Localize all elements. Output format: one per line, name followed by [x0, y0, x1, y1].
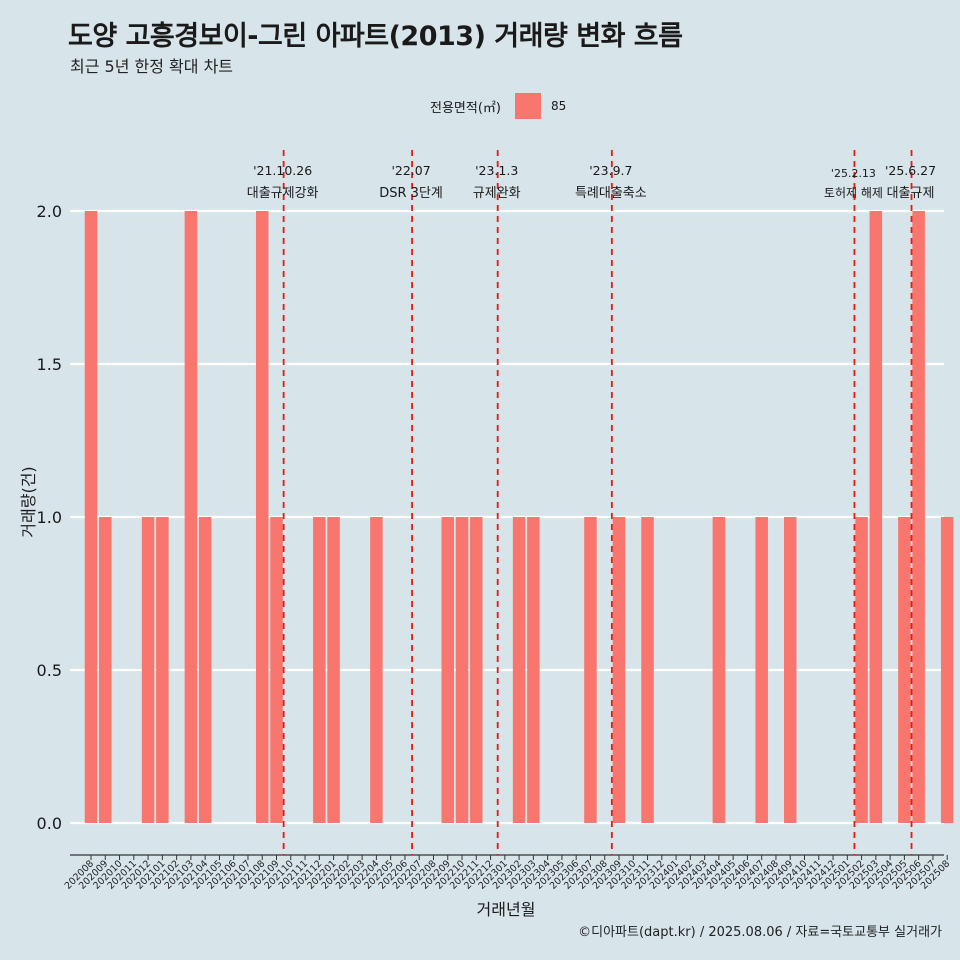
bar	[712, 517, 726, 823]
y-tick-label: 1.0	[37, 508, 62, 527]
event-text-label: 대출규제	[887, 186, 935, 201]
bar	[584, 517, 597, 823]
legend-title: 전용면적(㎡)	[430, 100, 501, 116]
y-tick-label: 0.5	[37, 661, 62, 680]
bar	[898, 517, 911, 823]
y-tick-label: 0.0	[37, 814, 62, 833]
bar	[641, 517, 654, 823]
y-axis-title: 거래량(건)	[19, 466, 38, 537]
y-tick-label: 2.0	[37, 202, 62, 221]
source-caption: ©디아파트(dapt.kr) / 2025.08.06 / 자료=국토교통부 실…	[578, 925, 942, 940]
bar	[940, 517, 954, 823]
bar	[313, 517, 326, 823]
bar	[855, 517, 868, 823]
bar	[198, 517, 212, 823]
bar	[869, 211, 883, 823]
bar	[84, 211, 98, 823]
bar	[327, 517, 340, 823]
event-text-label: 토허제 해제	[824, 186, 883, 200]
legend: 전용면적(㎡) 85	[430, 93, 566, 119]
legend-swatch	[514, 93, 541, 119]
bar	[441, 517, 454, 823]
bar	[527, 517, 540, 823]
bar	[912, 211, 925, 823]
bar	[470, 517, 483, 823]
event-text-label: DSR 3단계	[379, 186, 443, 201]
event-date-label: '25.6.27	[885, 163, 936, 178]
bar	[255, 211, 269, 823]
chart-subtitle: 최근 5년 한정 확대 차트	[70, 57, 234, 76]
bar	[755, 517, 768, 823]
event-date-label: '21.10.26	[253, 163, 312, 178]
legend-label: 85	[550, 99, 567, 113]
bar	[783, 517, 797, 823]
event-text-label: 대출규제강화	[247, 186, 319, 201]
bar	[612, 517, 626, 823]
bar	[156, 517, 169, 823]
bar	[99, 517, 112, 823]
bar	[270, 517, 283, 823]
chart-title: 도양 고흥경보이-그린 아파트(2013) 거래량 변화 흐름	[68, 21, 683, 52]
bar	[141, 517, 155, 823]
x-axis-title: 거래년월	[477, 900, 536, 919]
bar	[184, 211, 198, 823]
event-text-label: 규제완화	[473, 186, 521, 201]
event-date-label: '23.1.3	[475, 163, 518, 178]
y-tick-label: 1.5	[37, 355, 62, 374]
bar	[370, 517, 383, 823]
event-date-label: '25.2.13	[831, 167, 876, 180]
bar	[455, 517, 469, 823]
event-text-label: 특례대출축소	[575, 186, 647, 201]
event-date-label: '23.9.7	[589, 163, 632, 178]
bar	[512, 517, 526, 823]
event-date-label: '22.07	[391, 163, 430, 178]
